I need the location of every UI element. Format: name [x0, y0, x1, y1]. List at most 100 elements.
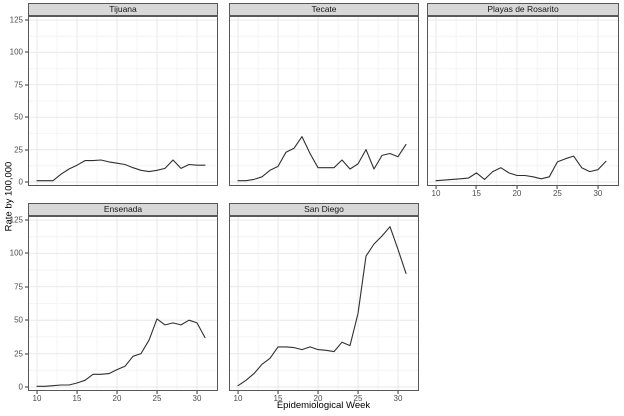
y-axis-tick: 125: [10, 216, 28, 225]
y-axis-tick-label: 125: [9, 15, 23, 25]
y-axis-tick-label: 75: [14, 282, 23, 292]
y-axis-tick: 100: [10, 48, 28, 57]
facet-strip-tijuana: Tijuana: [28, 3, 218, 16]
y-axis-tick-mark: [25, 149, 28, 151]
x-axis-title: Epidemiological Week: [276, 400, 371, 411]
y-axis-tick: 0: [19, 383, 28, 392]
facet-playas-de-rosarito: Playas de Rosarito 10 15 20 25 30: [427, 3, 619, 200]
facet-strip-playas-de-rosarito: Playas de Rosarito: [427, 3, 619, 16]
x-axis-tick-mark: [116, 391, 118, 394]
y-axis-tick-mark: [25, 353, 28, 355]
y-axis-tick-mark: [25, 319, 28, 321]
y-axis-tick-mark: [25, 84, 28, 86]
x-axis-tick-label: 10: [431, 189, 441, 198]
facet-title: Playas de Rosarito: [487, 4, 559, 14]
y-axis-tick-mark: [25, 252, 28, 254]
x-axis-tick-label: 20: [112, 394, 122, 403]
y-axis-tick: 50: [14, 316, 28, 325]
x-axis-tick-label: 10: [32, 394, 42, 403]
panel-tijuana: [28, 16, 218, 186]
facet-strip-san-diego: San Diego: [229, 203, 419, 216]
y-axis-tick: 0: [19, 178, 28, 187]
y-axis-tick-label: 0: [18, 177, 23, 187]
y-axis-tick-mark: [25, 219, 28, 221]
y-axis-ticks-row2: 0 25 50 75 100 125: [0, 216, 28, 392]
facet-title: Tecate: [311, 4, 337, 14]
facet-title: Tijuana: [109, 4, 137, 14]
x-axis-tick-mark: [76, 391, 78, 394]
y-axis-tick-mark: [25, 181, 28, 183]
x-axis-tick: 15: [72, 391, 82, 403]
x-axis-tick-mark: [397, 391, 399, 394]
y-axis-tick-label: 25: [14, 349, 23, 359]
x-axis-tick-label: 20: [512, 189, 522, 198]
x-axis-tick-mark: [237, 391, 239, 394]
x-axis-tick: 25: [353, 391, 363, 403]
y-axis-tick-mark: [25, 286, 28, 288]
y-axis-tick-label: 125: [9, 215, 23, 225]
x-axis-tick: 30: [192, 391, 202, 403]
x-axis-tick: 10: [431, 186, 441, 198]
x-axis-tick-label: 15: [472, 189, 481, 198]
x-axis-ticks: 10 15 20 25 30: [28, 391, 218, 405]
x-axis-tick: 10: [32, 391, 42, 403]
x-axis-tick-mark: [317, 391, 319, 394]
x-axis-tick: 15: [274, 391, 282, 403]
y-axis-tick-label: 50: [14, 112, 23, 122]
facet-tecate: Tecate: [229, 3, 419, 186]
x-axis-tick-label: 25: [152, 394, 162, 403]
y-axis-tick-label: 0: [18, 382, 23, 392]
facet-title: San Diego: [304, 204, 344, 214]
facet-title: Ensenada: [103, 204, 143, 214]
y-axis-tick-mark: [25, 51, 28, 53]
y-axis-tick-mark: [25, 116, 28, 118]
x-axis-tick-mark: [196, 391, 198, 394]
y-axis-tick-label: 100: [9, 248, 23, 258]
x-axis-tick: 20: [512, 186, 521, 198]
y-axis-tick-label: 25: [14, 145, 23, 155]
x-axis-tick-label: 25: [552, 189, 562, 198]
x-axis-tick: 15: [472, 186, 481, 198]
x-axis-tick-mark: [556, 186, 558, 189]
facet-tijuana: Tijuana: [28, 3, 218, 186]
x-axis-tick: 10: [233, 391, 243, 403]
x-axis-tick-label: 30: [593, 189, 603, 198]
x-axis-tick-label: 25: [353, 394, 363, 403]
y-axis-tick-mark: [25, 19, 28, 21]
panel-playas-de-rosarito: [427, 16, 619, 186]
x-axis-tick-label: 15: [72, 394, 82, 403]
x-axis-ticks: 10 15 20 25 30: [229, 391, 419, 405]
y-axis-ticks-row1: 0 25 50 75 100 125: [0, 16, 28, 187]
x-axis-tick-mark: [36, 391, 38, 394]
x-axis-tick-mark: [516, 186, 518, 189]
facet-san-diego: San Diego 10 15 20 25 30: [229, 203, 419, 405]
x-axis-tick-label: 20: [313, 394, 323, 403]
facet-strip-tecate: Tecate: [229, 3, 419, 16]
x-axis-tick: 25: [152, 391, 162, 403]
panel-ensenada: [28, 216, 218, 391]
y-axis-tick: 75: [14, 80, 28, 89]
x-axis-tick-mark: [435, 186, 437, 189]
x-axis-tick: 30: [593, 186, 602, 198]
y-axis-tick: 25: [14, 349, 28, 358]
facet-ensenada: Ensenada 10 15 20 25 30: [28, 203, 218, 405]
x-axis-tick-label: 10: [233, 394, 243, 403]
x-axis-tick-mark: [357, 391, 359, 394]
panel-tecate: [229, 16, 419, 186]
x-axis-tick: 25: [553, 186, 562, 198]
y-axis-tick: 50: [14, 113, 28, 122]
x-axis-tick-label: 30: [192, 394, 202, 403]
y-axis-tick-label: 75: [14, 80, 23, 90]
x-axis-tick: 20: [112, 391, 122, 403]
panel-san-diego: [229, 216, 419, 391]
x-axis-tick-label: 30: [393, 394, 403, 403]
y-axis-tick-label: 50: [14, 315, 23, 325]
x-axis-ticks: 10 15 20 25 30: [427, 186, 619, 200]
x-axis-tick-mark: [597, 186, 599, 189]
facet-strip-ensenada: Ensenada: [28, 203, 218, 216]
y-axis-tick: 125: [10, 16, 28, 25]
x-axis-tick-mark: [475, 186, 477, 189]
y-axis-tick-label: 100: [9, 47, 23, 57]
y-axis-tick: 25: [14, 145, 28, 154]
